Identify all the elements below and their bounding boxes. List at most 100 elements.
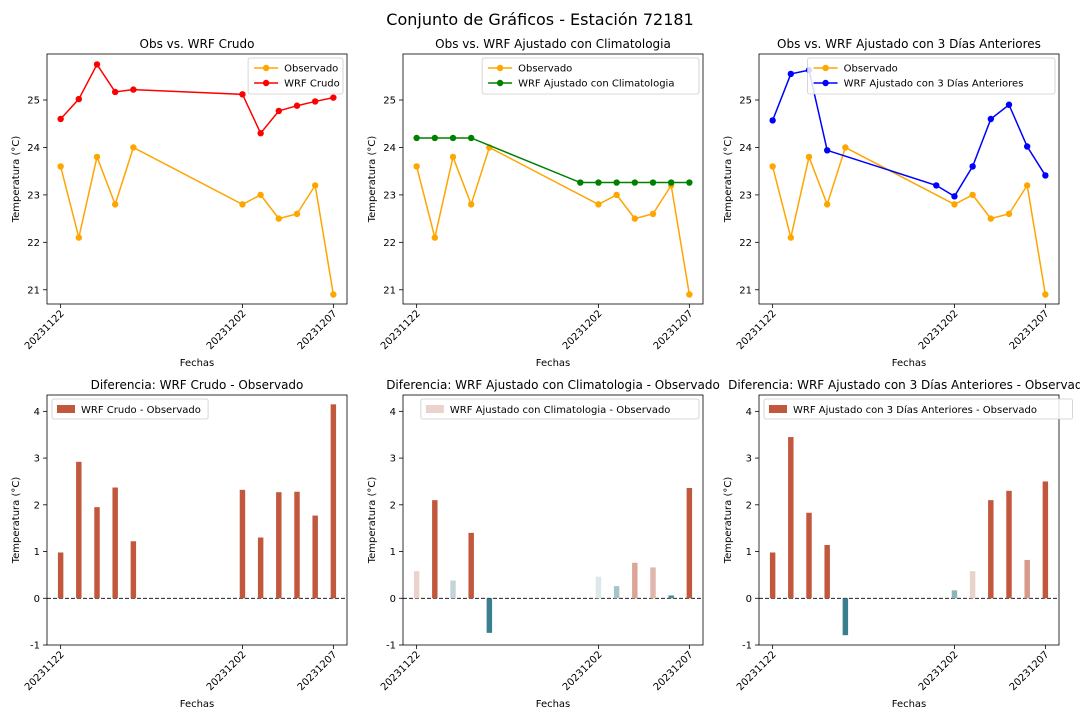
data-point [413,134,420,142]
bar [276,492,282,599]
bar [769,552,776,599]
legend: WRF Ajustado con Climatologia - Observad… [420,398,700,420]
chart-panel-3: Obs vs. WRF Ajustado con 3 Días Anterior… [723,37,1060,369]
y-tick-label: -1 [386,641,396,652]
data-point [787,234,795,241]
bar [94,507,100,599]
y-tick-label: 25 [739,96,752,107]
bar [112,487,118,599]
x-tick-label: 20231207 [296,649,340,693]
data-point [431,234,439,241]
y-tick-label: 3 [390,454,396,465]
bar [668,595,674,599]
y-tick-label: 21 [383,285,396,296]
y-tick-label: 25 [383,96,396,107]
legend-marker [262,79,270,87]
y-axis-label: Temperatura (°C) [367,136,378,224]
data-point [467,134,475,142]
data-point [293,210,301,218]
legend-marker [496,64,504,72]
bar [450,580,456,599]
legend: Observado WRF Crudo [247,57,344,95]
y-tick-label: 1 [34,547,40,558]
x-tick-label: 20231207 [296,308,340,352]
data-point [631,215,639,222]
y-tick-label: 4 [746,407,752,418]
x-tick-label: 20231202 [205,649,249,693]
y-tick-label: 1 [746,547,752,558]
plot-frame [402,394,704,646]
data-point [111,88,119,96]
y-tick-label: 2 [746,500,752,511]
y-tick-label: 4 [34,407,40,418]
bar [988,500,994,599]
chart-panel-4: Diferencia: WRF Crudo - Observado -1 0 1 2 3 4… [11,378,348,710]
y-tick-label: 22 [739,238,752,249]
x-axis-label: Fechas [536,699,571,710]
data-point [330,291,337,298]
y-tick-label: 23 [27,190,40,201]
y-axis-label: Temperatura (°C) [11,136,22,224]
legend-marker [822,64,829,72]
series-line-2 [416,137,690,184]
bar [613,586,620,599]
bar [413,571,420,599]
data-point [1005,101,1013,108]
y-tick-label: 21 [27,285,40,296]
bar [969,571,976,599]
legend: Observado WRF Ajustado con Climatologia [481,57,700,95]
chart-title: Obs vs. WRF Crudo [140,37,255,51]
legend-label: Observado [844,64,898,75]
legend-box [420,398,700,420]
series-line-1 [59,146,335,295]
bar [951,590,958,599]
data-point [1042,291,1049,298]
y-tick-label: -1 [742,641,752,652]
bar [686,487,693,599]
data-point [1023,143,1031,150]
bar [650,567,656,599]
data-point [239,91,246,98]
plot-frame [46,53,348,305]
data-point [987,115,995,123]
bar [330,404,337,599]
data-point [595,201,602,208]
x-tick-label: 20231122 [735,649,779,693]
legend: WRF Ajustado con 3 Días Anteriores - Obs… [763,398,1074,420]
y-axis-label: Temperatura (°C) [723,136,734,224]
data-point [1023,182,1031,189]
data-point [330,94,337,101]
data-point [1042,172,1049,179]
y-tick-label: 1 [390,547,396,558]
data-point [613,191,620,199]
x-tick-label: 20231202 [561,649,605,693]
y-axis-label: Temperatura (°C) [367,477,378,565]
data-point [649,210,657,218]
x-tick-label: 20231202 [917,649,961,693]
series-line-1 [771,146,1047,295]
data-point [239,201,246,208]
x-tick-label: 20231122 [23,308,67,352]
legend-label: Observado [518,64,572,75]
x-tick-label: 20231207 [1008,649,1052,693]
data-point [805,153,813,161]
bar [788,437,794,599]
y-axis-label: Temperatura (°C) [11,477,22,565]
bar [257,537,264,599]
bar [632,562,638,599]
bar [1024,559,1030,599]
data-point [311,182,319,189]
legend-box [247,57,344,95]
bar [1006,490,1012,599]
data-point [667,179,675,186]
data-point [257,130,264,137]
x-axis-label: Fechas [536,358,571,369]
legend: WRF Crudo - Observado [51,398,209,420]
bar [842,598,849,636]
bar [1042,481,1049,599]
x-axis-label: Fechas [180,358,215,369]
legend-label: WRF Crudo - Observado [81,405,201,416]
data-point [951,193,958,200]
data-point [257,191,264,199]
